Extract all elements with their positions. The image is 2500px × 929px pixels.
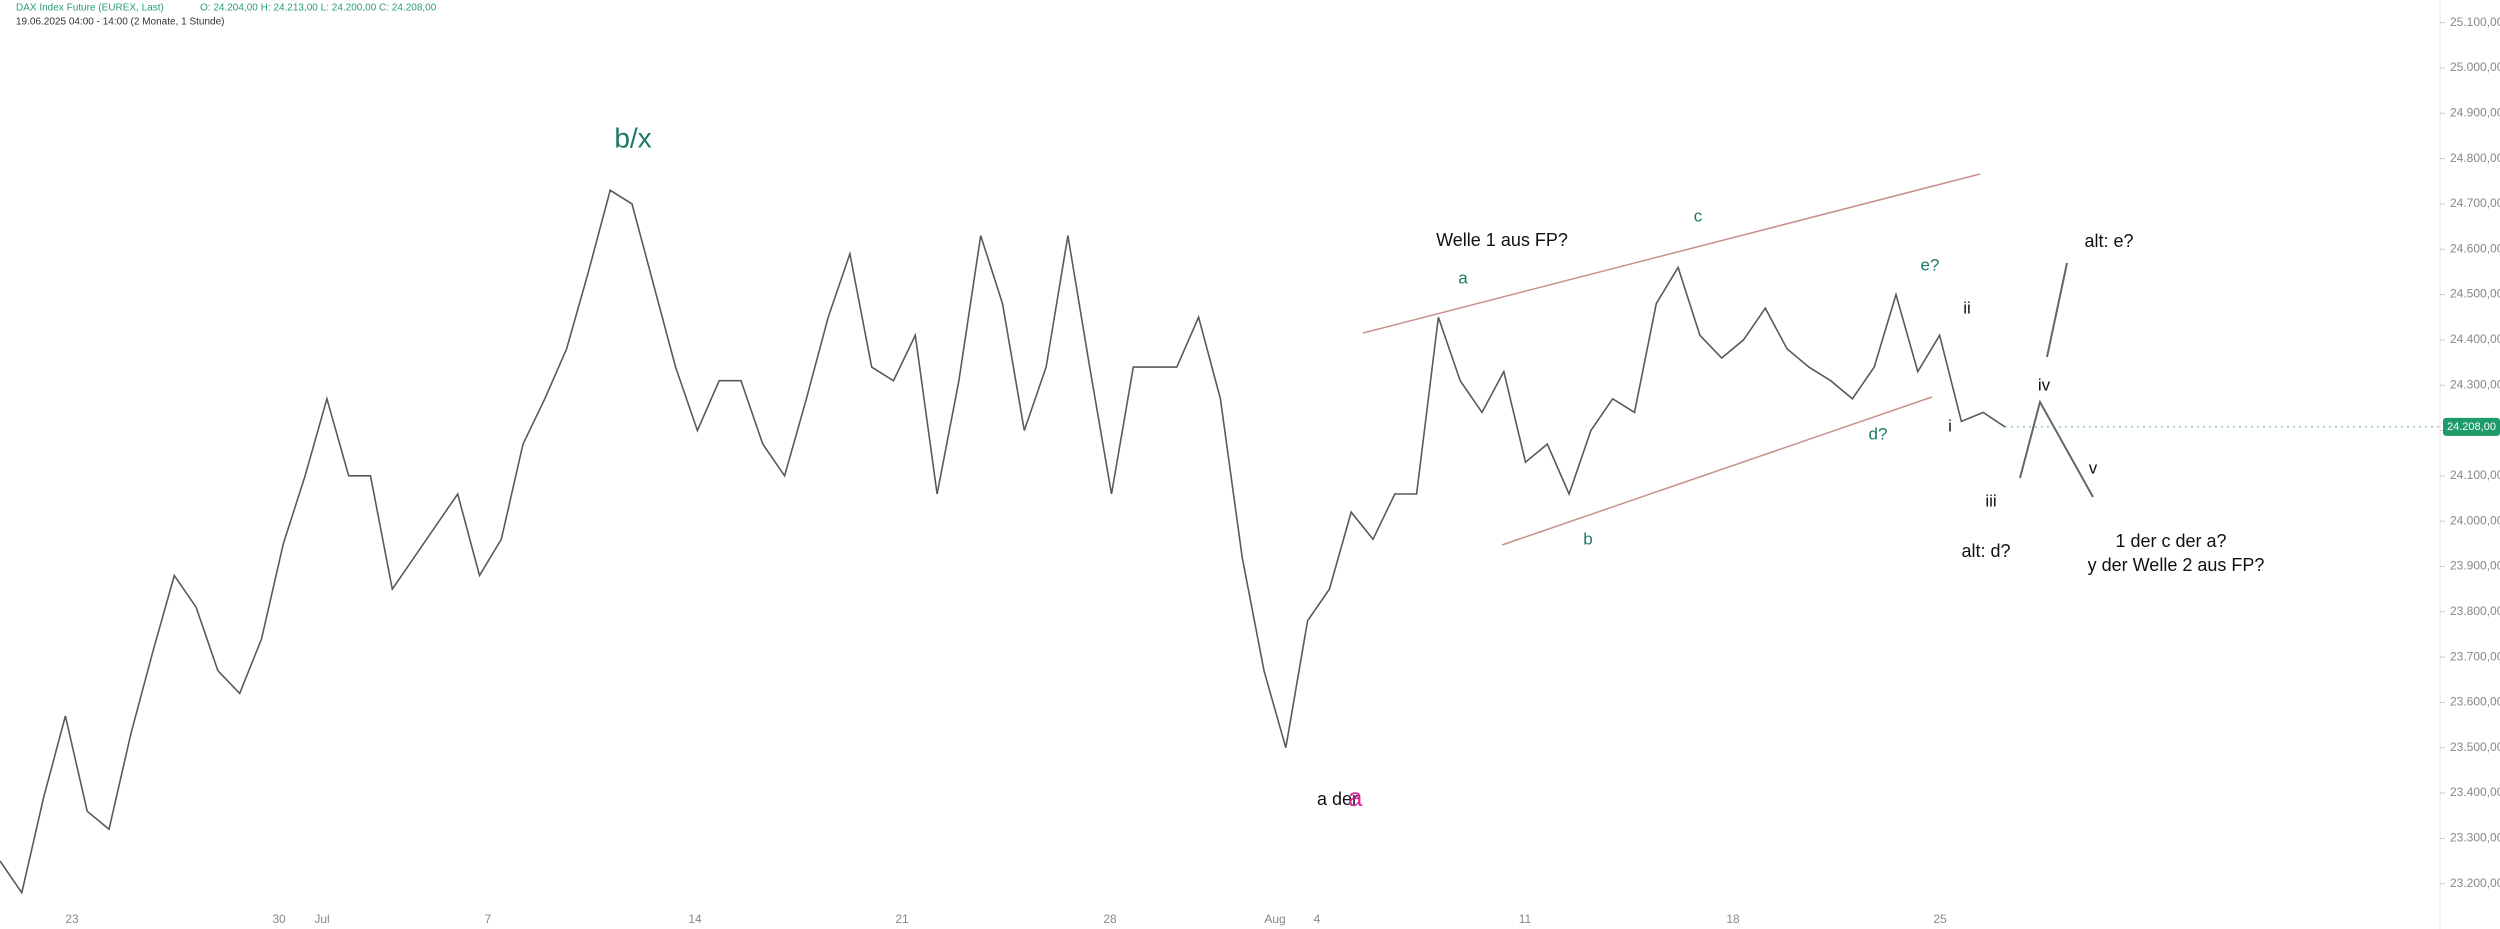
annotation: iii <box>1985 491 1996 510</box>
y-tick-label: 23.300,00 <box>2450 831 2500 845</box>
y-tick-label: 23.500,00 <box>2450 740 2500 754</box>
annotation: a <box>1348 782 1363 812</box>
annotation: b/x <box>614 122 651 153</box>
annotation: e? <box>1921 255 1940 274</box>
x-tick-label: 23 <box>65 912 79 926</box>
y-tick-label: 24.500,00 <box>2450 287 2500 301</box>
trend-line <box>1362 173 1981 334</box>
annotation: d? <box>1869 424 1888 443</box>
chart-title: DAX Index Future (EUREX, Last) <box>16 3 164 14</box>
annotation: v <box>2089 458 2098 477</box>
annotation: c <box>1694 206 1703 225</box>
y-tick-label: 25.000,00 <box>2450 60 2500 74</box>
last-price-box <box>2443 417 2500 436</box>
y-tick-label: 24.000,00 <box>2450 513 2500 527</box>
annotation: alt: e? <box>2084 231 2133 251</box>
y-tick-label: 24.900,00 <box>2450 105 2500 119</box>
annotation: Welle 1 aus FP? <box>1436 230 1568 250</box>
projection-line <box>2019 399 2094 498</box>
y-tick-label: 24.800,00 <box>2450 151 2500 165</box>
annotation: alt: d? <box>1961 541 2010 561</box>
x-tick-label: 18 <box>1726 912 1740 926</box>
annotation: y der Welle 2 aus FP? <box>2088 555 2265 575</box>
projection-line <box>2046 262 2068 358</box>
x-tick-label: 11 <box>1519 912 1532 926</box>
annotation: 1 der c der a? <box>2115 531 2226 551</box>
y-tick-label: 23.800,00 <box>2450 604 2500 618</box>
last-price-label: 24.208,00 <box>2447 421 2496 433</box>
x-tick-label: 14 <box>688 912 702 926</box>
x-tick-label: 25 <box>1933 912 1947 926</box>
y-tick-label: 23.400,00 <box>2450 785 2500 799</box>
annotation: b <box>1583 529 1592 548</box>
annotation: ii <box>1963 298 1971 317</box>
ohlc-label: O: 24.204,00 H: 24.213,00 L: 24.200,00 C… <box>200 3 437 14</box>
annotation: a <box>1458 268 1468 287</box>
subtitle: 19.06.2025 04:00 - 14:00 (2 Monate, 1 St… <box>16 17 225 28</box>
x-tick-label: 30 <box>272 912 286 926</box>
y-tick-label: 23.700,00 <box>2450 649 2500 663</box>
y-tick-label: 23.900,00 <box>2450 559 2500 573</box>
trend-line <box>1501 396 1933 546</box>
x-tick-label: 4 <box>1314 912 1321 926</box>
x-tick-label: Jul <box>314 912 329 926</box>
x-tick-label: 28 <box>1103 912 1117 926</box>
y-tick-label: 25.100,00 <box>2450 15 2500 29</box>
y-tick-label: 24.600,00 <box>2450 241 2500 255</box>
annotation: iv <box>2038 375 2051 394</box>
annotation: a der <box>1317 789 1358 809</box>
x-tick-label: 21 <box>895 912 909 926</box>
y-tick-label: 24.100,00 <box>2450 468 2500 482</box>
y-tick-label: 23.200,00 <box>2450 876 2500 890</box>
x-tick-label: 7 <box>485 912 492 926</box>
y-tick-label: 24.300,00 <box>2450 377 2500 391</box>
annotation: i <box>1948 416 1952 435</box>
y-tick-label: 23.600,00 <box>2450 695 2500 709</box>
y-tick-label: 24.700,00 <box>2450 196 2500 210</box>
y-tick-label: 24.400,00 <box>2450 332 2500 346</box>
price-line <box>0 189 2006 895</box>
x-tick-label: Aug <box>1264 912 1285 926</box>
